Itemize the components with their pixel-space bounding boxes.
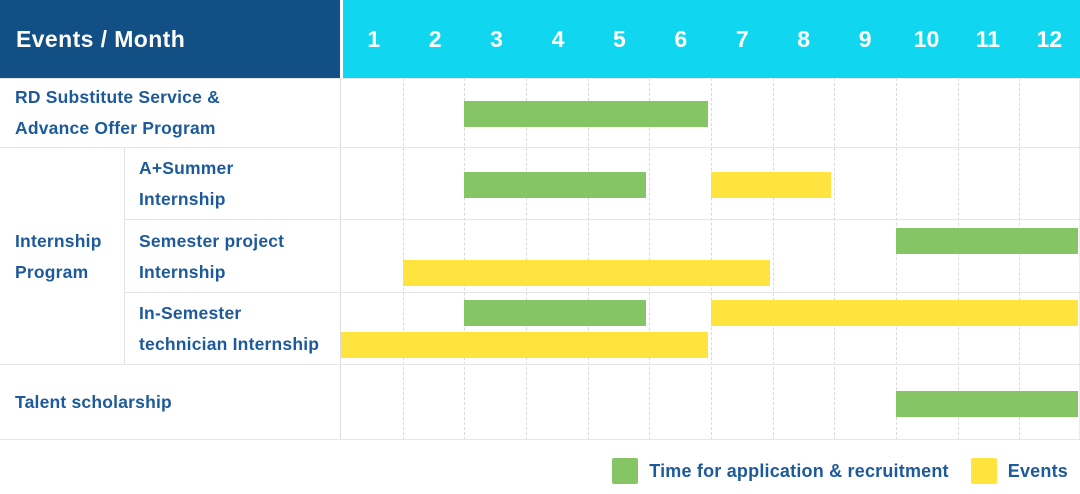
legend-swatch-events [970,458,997,484]
month-header-10: 10 [913,25,940,52]
gantt-bar-events-a-plus-summer-internship [711,172,832,198]
gantt-bar-events-semester-project-internship [402,259,770,286]
row-divider [124,292,1080,293]
row-divider [124,219,1080,220]
month-gridline [526,78,527,440]
row-label-in-semester-technician-internship: In-Semester technician Internship [139,303,320,354]
gantt-bar-application-in-semester-technician-internship [464,300,647,326]
gantt-bar-application-a-plus-summer-internship [464,172,647,198]
month-header-6: 6 [674,25,688,52]
month-header-3: 3 [490,25,503,52]
month-header-11: 11 [975,25,1001,52]
row-group-label-a-plus-summer-internship: Internship Program [15,230,102,282]
month-gridline [587,78,589,440]
row-label-a-plus-summer-internship: A+Summer Internship [139,158,234,209]
month-gridline [772,78,774,440]
row-label-talent-scholarship: Talent scholarship [15,392,172,412]
month-header-12: 12 [1036,25,1063,52]
month-header-row: 1 2 3 4 5 6 7 8 9 10 11 12 [343,0,1080,78]
legend-swatch-application [612,458,639,484]
legend-label-events: Events [1007,460,1068,481]
month-gridline [957,78,959,440]
header-corner-cell: Events / Month [0,0,340,78]
gantt-bar-events-in-semester-technician-internship [711,300,1078,326]
row-divider [0,147,1080,148]
month-header-8: 8 [797,25,811,52]
month-gridline [896,78,897,440]
sublabel-column-divider [124,148,125,365]
row-divider [0,364,1080,365]
legend-label-application: Time for application & recruitment [649,460,949,481]
gantt-bar-events-in-semester-technician-internship [341,332,708,358]
row-label-rd-substitute-service: RD Substitute Service & Advance Offer Pr… [15,87,220,138]
month-header-9: 9 [858,25,872,52]
month-header-7: 7 [735,25,749,52]
month-gridline [1019,78,1021,440]
month-header-4: 4 [551,25,565,52]
chart-grid [340,78,1080,440]
gantt-bar-application-rd-substitute-service [464,101,708,127]
month-header-2: 2 [428,25,442,52]
gantt-bar-application-talent-scholarship [896,390,1078,417]
row-divider [0,78,1080,79]
month-header-5: 5 [613,25,626,52]
month-gridline [464,78,466,440]
month-header-1: 1 [367,25,381,52]
row-divider [0,439,1080,440]
legend: Time for application & recruitment Event… [612,458,1068,484]
row-label-semester-project-internship: Semester project Internship [139,230,285,282]
month-gridline [834,78,836,440]
gantt-bar-application-semester-project-internship [896,227,1078,254]
month-gridline [402,78,404,440]
month-gridline [711,78,712,440]
month-gridline [649,78,651,440]
